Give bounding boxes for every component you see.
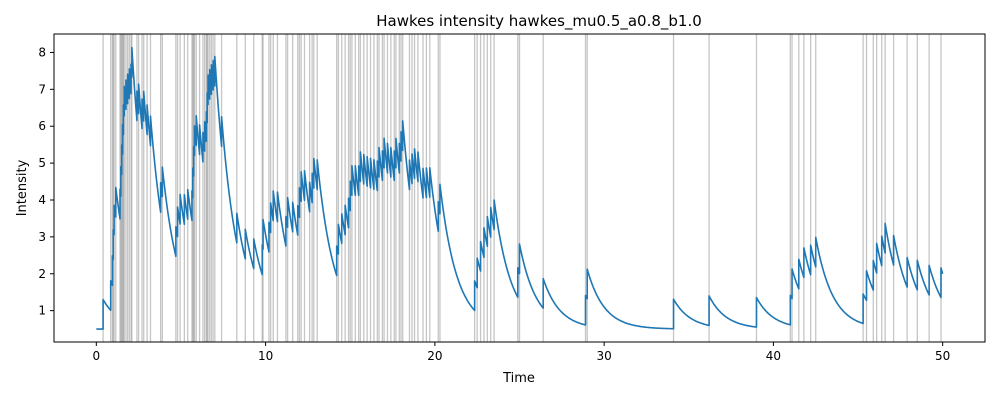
x-tick-label: 20 — [427, 349, 442, 363]
x-axis-title: Time — [502, 371, 535, 386]
y-axis-title: Intensity — [15, 159, 30, 216]
y-tick-label: 2 — [38, 267, 46, 281]
y-tick-label: 3 — [38, 230, 46, 244]
intensity-series — [96, 46, 944, 330]
x-tick-label: 50 — [935, 349, 950, 363]
x-tick-label: 30 — [596, 349, 611, 363]
x-axis-ticks: 0 10 20 30 40 50 — [92, 342, 950, 363]
x-tick-label: 10 — [258, 349, 273, 363]
y-tick-label: 7 — [38, 82, 46, 96]
x-tick-label: 40 — [766, 349, 781, 363]
chart-title: Hawkes intensity hawkes_mu0.5_a0.8_b1.0 — [376, 12, 702, 31]
x-tick-label: 0 — [92, 349, 100, 363]
intensity-line — [96, 46, 944, 330]
y-tick-label: 5 — [38, 156, 46, 170]
y-tick-label: 8 — [38, 45, 46, 59]
y-tick-label: 4 — [38, 193, 46, 207]
y-tick-label: 6 — [38, 119, 46, 133]
y-tick-label: 1 — [38, 304, 46, 318]
y-axis-ticks: 1 2 3 4 5 6 7 8 — [38, 45, 54, 318]
plot-frame — [53, 33, 986, 343]
